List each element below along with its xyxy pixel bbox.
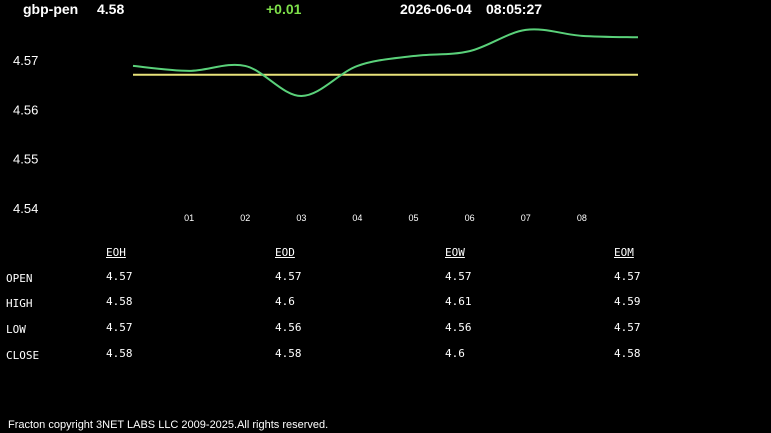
x-tick-label: 07 [521, 213, 531, 223]
column-header-eoh: EOH [106, 246, 126, 259]
cell-open-eod: 4.57 [275, 270, 302, 283]
cell-close-eod: 4.58 [275, 347, 302, 360]
y-tick-label: 4.57 [13, 53, 38, 68]
y-tick-label: 4.54 [13, 201, 38, 216]
cell-high-eod: 4.6 [275, 295, 295, 308]
cell-high-eow: 4.61 [445, 295, 472, 308]
y-axis-labels: 4.57 4.56 4.55 4.54 [13, 53, 38, 216]
x-tick-label: 04 [352, 213, 362, 223]
y-tick-label: 4.56 [13, 102, 38, 117]
quote-time: 08:05:27 [486, 1, 543, 17]
cell-high-eoh: 4.58 [106, 295, 133, 308]
cell-low-eom: 4.57 [614, 321, 641, 334]
cell-open-eow: 4.57 [445, 270, 472, 283]
current-price: 4.58 [97, 1, 125, 17]
cell-close-eom: 4.58 [614, 347, 641, 360]
cell-low-eow: 4.56 [445, 321, 472, 334]
cell-open-eom: 4.57 [614, 270, 641, 283]
cell-high-eom: 4.59 [614, 295, 641, 308]
x-tick-label: 05 [409, 213, 419, 223]
cell-open-eoh: 4.57 [106, 270, 133, 283]
x-tick-label: 01 [184, 213, 194, 223]
x-tick-label: 02 [240, 213, 250, 223]
y-tick-label: 4.55 [13, 152, 38, 167]
row-label-close: CLOSE [6, 349, 40, 362]
price-change: +0.01 [266, 1, 302, 17]
quote-date: 2026-06-04 [400, 1, 472, 17]
x-tick-label: 06 [465, 213, 475, 223]
cell-low-eod: 4.56 [275, 321, 302, 334]
row-label-open: OPEN [6, 272, 33, 285]
row-label-low: LOW [6, 323, 26, 336]
price-chart: 4.57 4.56 4.55 4.54 01 02 03 04 05 06 07 08 [13, 28, 639, 223]
row-label-high: HIGH [6, 297, 33, 310]
x-tick-label: 03 [296, 213, 306, 223]
column-header-eom: EOM [614, 246, 634, 259]
cell-close-eow: 4.6 [445, 347, 465, 360]
cell-close-eoh: 4.58 [106, 347, 133, 360]
copyright-footer: Fracton copyright 3NET LABS LLC 2009-202… [8, 419, 329, 431]
cell-low-eoh: 4.57 [106, 321, 133, 334]
column-header-eow: EOW [445, 246, 465, 259]
x-axis-labels: 01 02 03 04 05 06 07 08 [184, 213, 587, 223]
currency-pair: gbp-pen [23, 1, 79, 17]
column-header-eod: EOD [275, 246, 295, 259]
x-tick-label: 08 [577, 213, 587, 223]
price-line [132, 28, 639, 98]
